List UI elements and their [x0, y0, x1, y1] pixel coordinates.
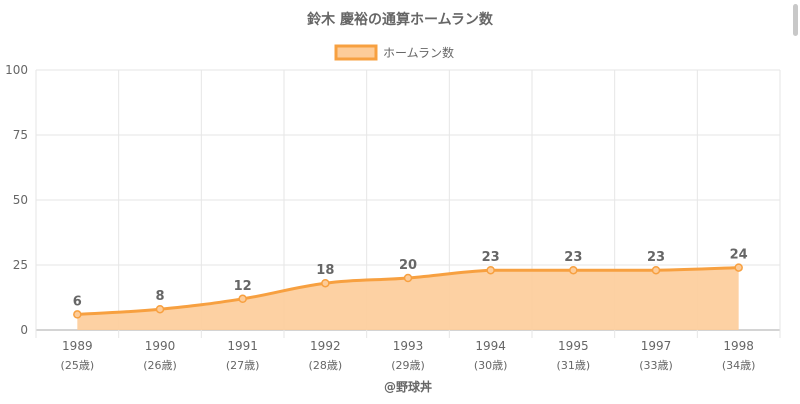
data-label: 20: [399, 258, 417, 273]
data-point: [403, 273, 413, 283]
data-labels: 6 8 12 18 20 23 23 23 24: [73, 248, 748, 310]
x-tick-age-label: (26歳): [143, 359, 177, 372]
data-label: 18: [316, 263, 334, 278]
chart-title: 鈴木 慶裕の通算ホームラン数: [307, 11, 494, 28]
data-point: [238, 294, 247, 304]
y-tick-label: 75: [13, 128, 28, 142]
x-tick-label: 1992: [310, 339, 341, 353]
legend-label: ホームラン数: [383, 45, 454, 60]
x-tick-label: 1998: [723, 339, 754, 353]
x-tick-label: 1989: [62, 339, 93, 353]
data-label: 23: [482, 250, 500, 265]
x-tick-age-label: (28歳): [309, 359, 343, 372]
y-tick-label: 100: [5, 63, 28, 77]
legend-swatch: [334, 44, 378, 61]
x-tick-age-label: (29歳): [391, 359, 425, 372]
data-point: [569, 265, 578, 275]
x-tick-age-label: (31歳): [557, 359, 591, 372]
credit-label: @野球丼: [384, 379, 432, 394]
x-tick-label: 1990: [145, 339, 176, 353]
data-point: [651, 265, 661, 275]
x-tick-age-label: (33歳): [639, 359, 673, 372]
data-label: 8: [155, 289, 164, 304]
data-label: 23: [564, 250, 582, 265]
x-tick-label: 1995: [558, 339, 589, 353]
legend[interactable]: ホームラン数: [334, 44, 454, 61]
data-label: 24: [730, 248, 748, 263]
data-label: 6: [73, 294, 82, 309]
x-tick-label: 1994: [475, 339, 506, 353]
y-tick-label: 25: [13, 258, 28, 272]
x-axis: 1989 (25歳) 1990 (26歳) 1991 (27歳) 1992 (28歳) 1993…: [61, 339, 756, 372]
data-point: [734, 263, 743, 272]
x-tick-label: 1997: [641, 339, 672, 353]
x-tick-age-label: (30歳): [474, 359, 508, 372]
x-tick-label: 1993: [393, 339, 424, 353]
data-point: [155, 304, 165, 314]
data-label: 23: [647, 250, 665, 265]
data-point: [73, 310, 82, 319]
data-label: 12: [234, 279, 252, 294]
series-fill: [77, 267, 739, 330]
data-point: [486, 265, 495, 275]
y-tick-label: 50: [13, 193, 28, 207]
x-tick-age-label: (34歳): [722, 359, 756, 372]
x-tick-label: 1991: [227, 339, 258, 353]
series-points: [73, 263, 743, 319]
scrollbar-thumb[interactable]: [793, 4, 798, 36]
x-tick-age-label: (25歳): [61, 359, 95, 372]
data-point: [321, 278, 330, 288]
y-axis: 0 25 50 75 100: [5, 63, 28, 337]
y-tick-label: 0: [20, 323, 28, 337]
x-tick-age-label: (27歳): [226, 359, 260, 372]
